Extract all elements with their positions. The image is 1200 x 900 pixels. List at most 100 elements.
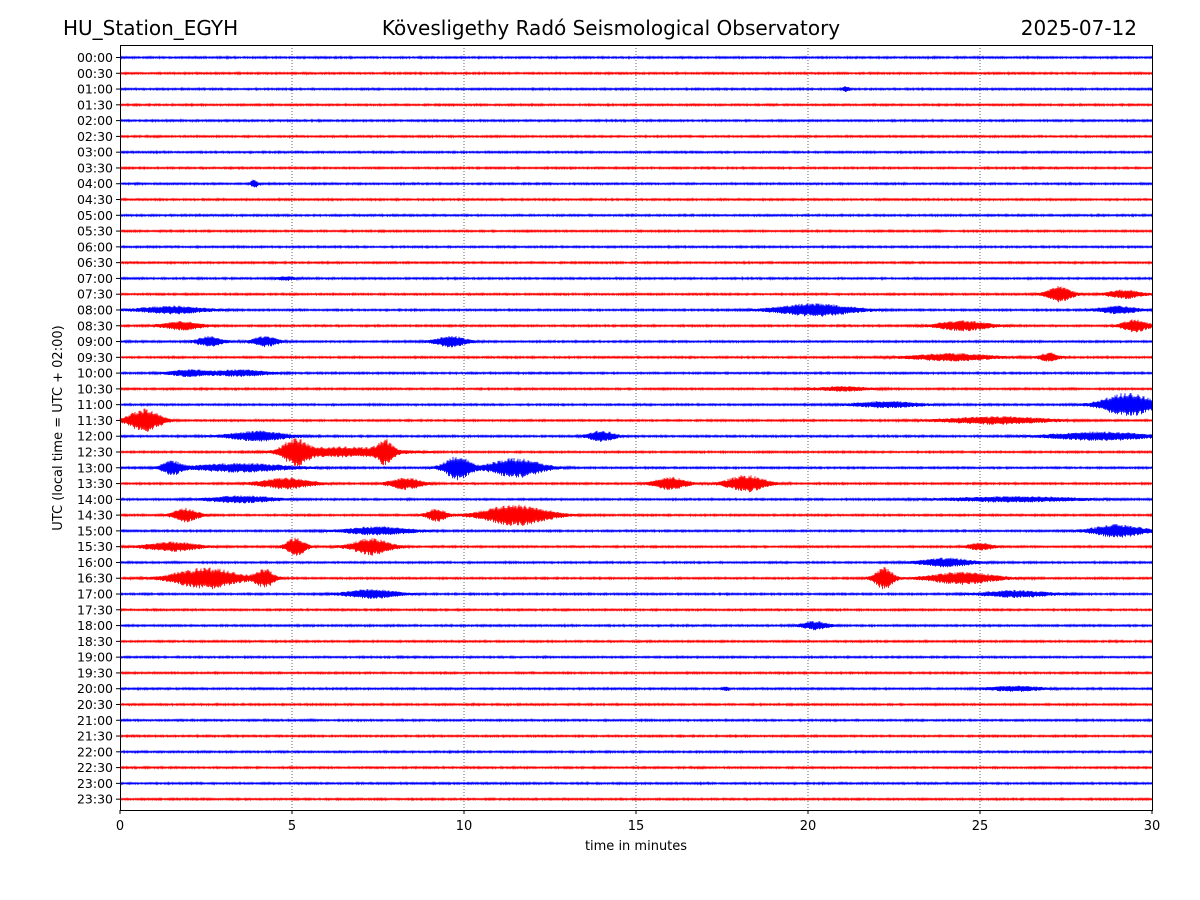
- seismic-trace: [119, 352, 1153, 362]
- seismic-trace: [119, 393, 1153, 416]
- y-tick-label: 21:00: [77, 713, 113, 728]
- x-tick-label: 10: [456, 819, 473, 834]
- y-tick-label: 05:30: [77, 224, 113, 239]
- y-tick-label: 06:00: [77, 239, 113, 254]
- seismic-trace: [119, 70, 1153, 76]
- plot-frame: [120, 45, 1153, 811]
- x-tick-label: 25: [972, 819, 989, 834]
- seismic-trace: [119, 430, 1153, 442]
- y-tick-label: 20:00: [77, 681, 113, 696]
- y-tick-label: 22:30: [77, 760, 113, 775]
- seismic-trace: [119, 212, 1153, 218]
- y-tick-label: 03:00: [77, 145, 113, 160]
- x-tick-label: 5: [288, 819, 296, 834]
- y-tick-label: 08:00: [77, 302, 113, 317]
- y-tick-label: 09:00: [77, 334, 113, 349]
- y-tick-label: 02:30: [77, 129, 113, 144]
- y-tick-label: 14:00: [77, 492, 113, 507]
- seismic-trace: [119, 607, 1153, 613]
- y-tick-label: 20:30: [77, 697, 113, 712]
- seismic-trace: [119, 504, 1153, 526]
- y-tick-label: 16:00: [77, 555, 113, 570]
- seismic-trace: [119, 588, 1153, 599]
- seismic-trace: [119, 654, 1153, 660]
- y-tick-label: 00:30: [77, 66, 113, 81]
- y-tick-label: 22:00: [77, 744, 113, 759]
- chart-title: Kövesligethy Radó Seismological Observat…: [381, 16, 841, 40]
- seismic-trace: [119, 537, 1153, 556]
- x-axis-ticks: 0 5 10 15 20 25 30: [116, 810, 1160, 834]
- y-tick-label: 08:30: [77, 318, 113, 333]
- seismic-trace: [119, 85, 1153, 93]
- y-tick-label: 11:00: [77, 397, 113, 412]
- seismic-trace: [119, 717, 1153, 723]
- y-tick-label: 10:00: [77, 366, 113, 381]
- y-tick-label: 02:00: [77, 113, 113, 128]
- y-tick-label: 17:00: [77, 587, 113, 602]
- y-tick-label: 12:30: [77, 445, 113, 460]
- y-tick-label: 06:30: [77, 255, 113, 270]
- seismic-trace: [119, 702, 1153, 707]
- y-tick-label: 15:30: [77, 539, 113, 554]
- seismic-trace: [119, 179, 1153, 188]
- x-tick-label: 15: [628, 819, 645, 834]
- y-tick-label: 14:30: [77, 508, 113, 523]
- seismic-trace: [119, 495, 1153, 504]
- y-tick-label: 01:30: [77, 97, 113, 112]
- y-tick-label: 11:30: [77, 413, 113, 428]
- seismic-trace: [119, 524, 1153, 538]
- y-tick-label: 23:00: [77, 776, 113, 791]
- x-tick-label: 30: [1144, 819, 1161, 834]
- x-tick-label: 20: [800, 819, 817, 834]
- y-tick-label: 16:30: [77, 571, 113, 586]
- seismic-trace: [119, 796, 1153, 802]
- seismic-trace: [119, 260, 1153, 266]
- y-tick-label: 10:30: [77, 381, 113, 396]
- seismic-trace: [119, 438, 1153, 467]
- y-tick-label: 19:00: [77, 650, 113, 665]
- seismic-trace: [119, 780, 1153, 786]
- station-name: HU_Station_EGYH: [63, 16, 239, 40]
- seismic-trace: [119, 149, 1153, 155]
- seismic-trace: [119, 749, 1153, 755]
- seismic-trace: [119, 244, 1153, 250]
- y-tick-label: 05:00: [77, 208, 113, 223]
- seismic-trace: [119, 228, 1153, 234]
- y-tick-label: 07:30: [77, 287, 113, 302]
- y-tick-label: 17:30: [77, 602, 113, 617]
- seismic-trace: [119, 303, 1153, 317]
- y-tick-label: 01:00: [77, 82, 113, 97]
- x-tick-label: 0: [116, 819, 124, 834]
- seismic-trace: [119, 765, 1153, 771]
- seismic-trace: [119, 475, 1153, 493]
- seismic-trace: [119, 275, 1153, 282]
- seismic-trace: [119, 133, 1153, 139]
- y-tick-label: 03:30: [77, 160, 113, 175]
- seismic-trace: [119, 369, 1153, 378]
- x-axis-label: time in minutes: [585, 839, 687, 854]
- seismic-trace: [119, 165, 1153, 171]
- seismic-trace: [119, 638, 1153, 644]
- y-tick-label: 00:00: [77, 50, 113, 65]
- seismic-trace: [119, 196, 1153, 203]
- y-tick-label: 04:30: [77, 192, 113, 207]
- seismic-trace: [119, 102, 1153, 108]
- seismic-trace: [119, 620, 1153, 631]
- y-tick-label: 18:00: [77, 618, 113, 633]
- grid-lines: [291, 45, 981, 810]
- y-tick-label: 09:30: [77, 350, 113, 365]
- seismic-trace: [119, 685, 1153, 692]
- y-tick-label: 18:30: [77, 634, 113, 649]
- seismic-trace: [119, 118, 1153, 124]
- seismic-trace: [119, 335, 1153, 348]
- chart-date: 2025-07-12: [1020, 16, 1137, 40]
- seismic-trace: [119, 567, 1153, 590]
- y-tick-label: 07:00: [77, 271, 113, 286]
- seismic-trace: [119, 319, 1153, 333]
- y-tick-label: 12:00: [77, 429, 113, 444]
- seismic-trace: [119, 456, 1153, 481]
- seismic-trace: [119, 733, 1153, 739]
- seismic-trace: [119, 386, 1153, 392]
- y-tick-label: 13:30: [77, 476, 113, 491]
- y-axis-ticks: 00:0000:3001:0001:3002:0002:3003:0003:30…: [77, 50, 120, 807]
